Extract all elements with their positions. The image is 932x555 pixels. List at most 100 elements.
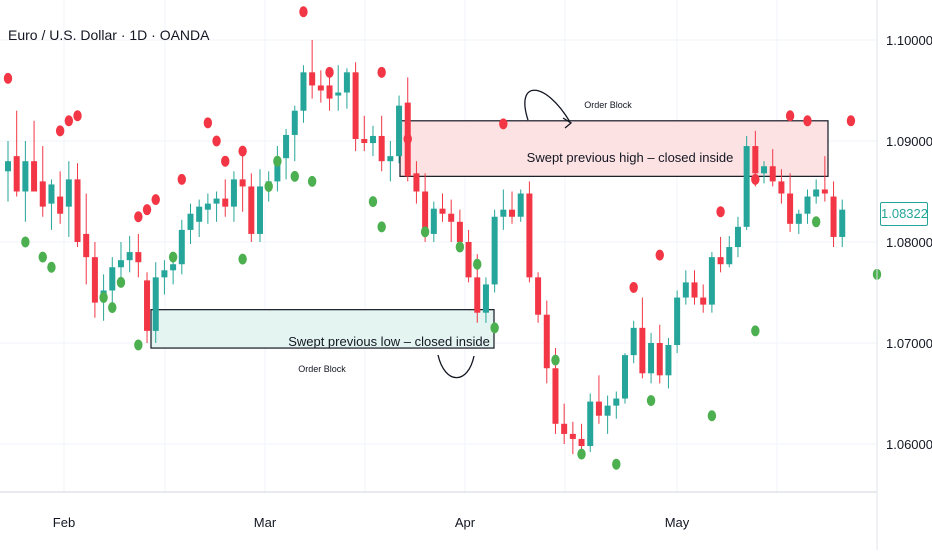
candle <box>343 68 350 109</box>
candle-body <box>674 297 681 346</box>
fractal-low-marker <box>99 292 108 304</box>
candle-body <box>152 277 159 331</box>
candle <box>491 209 498 293</box>
fractal-low-marker <box>21 236 30 248</box>
candle <box>352 62 359 152</box>
candle-body <box>74 179 81 242</box>
candle <box>135 233 142 278</box>
candle-body <box>117 260 124 268</box>
candle <box>230 171 237 222</box>
candle <box>769 149 776 187</box>
candle-body <box>587 401 594 447</box>
candle <box>178 219 185 275</box>
candle <box>839 199 846 248</box>
candle <box>700 284 707 313</box>
candle <box>656 324 663 384</box>
candle-body <box>500 209 507 217</box>
candle-body <box>161 270 168 278</box>
candle-body <box>517 193 524 217</box>
candle <box>335 65 342 111</box>
y-tick-label: 1.09000 <box>886 134 932 149</box>
fractal-high-marker <box>785 110 795 122</box>
candle-body <box>39 181 46 207</box>
candle <box>387 141 394 182</box>
candle <box>369 125 376 157</box>
candle <box>569 421 576 455</box>
candle-body <box>144 280 151 331</box>
candle-body <box>91 257 98 303</box>
candle-body <box>474 277 481 313</box>
candle-body <box>761 166 768 174</box>
candle-body <box>65 179 72 207</box>
fractal-high-marker <box>499 118 508 130</box>
candle <box>300 65 307 123</box>
candle <box>526 181 533 283</box>
fractal-high-marker <box>134 211 143 223</box>
candle <box>213 191 220 222</box>
candle-body <box>613 398 620 406</box>
candle <box>587 393 594 453</box>
candle-body <box>135 252 142 263</box>
fractal-high-marker <box>221 155 230 167</box>
candle <box>595 375 602 424</box>
candle-body <box>48 184 55 204</box>
candle-body <box>300 72 307 111</box>
candle <box>74 163 81 248</box>
fractal-high-marker <box>3 72 13 84</box>
candle-body <box>343 72 350 93</box>
candle-body <box>456 221 463 242</box>
order-block-arrow-top <box>524 89 571 123</box>
candle-body <box>239 179 246 187</box>
candle-body <box>543 314 550 369</box>
candle-body <box>561 423 568 434</box>
fractal-high-marker <box>655 249 664 261</box>
candle-body <box>778 181 785 194</box>
fractal-low-marker <box>646 395 656 407</box>
fractal-markers <box>3 6 882 470</box>
candle <box>726 235 733 268</box>
candle-body <box>708 257 715 305</box>
candle <box>222 179 229 217</box>
fractal-high-marker <box>177 173 186 185</box>
candle <box>561 403 568 444</box>
fractal-low-marker <box>108 302 117 314</box>
fractal-low-marker <box>551 354 560 366</box>
candle <box>396 95 403 164</box>
candle-body <box>691 282 698 298</box>
candle <box>630 320 637 364</box>
fractal-high-marker <box>751 173 760 185</box>
candle <box>361 115 368 152</box>
candle <box>734 216 741 258</box>
candle <box>509 191 516 224</box>
candle-body <box>83 233 90 258</box>
candle <box>439 193 446 222</box>
candle-body <box>726 247 733 265</box>
candle <box>535 272 542 323</box>
candle-body <box>621 355 628 399</box>
candle <box>465 229 472 283</box>
candle-body <box>109 267 116 291</box>
candle-body <box>178 229 185 265</box>
candle-body <box>665 345 672 376</box>
fractal-low-marker <box>290 170 299 182</box>
candle-body <box>526 193 533 278</box>
arrowhead-top <box>562 117 573 129</box>
fractal-high-marker <box>238 145 247 157</box>
x-tick-label: Mar <box>254 515 277 530</box>
fractal-high-marker <box>73 110 82 122</box>
candle-body <box>369 135 376 144</box>
candle-body <box>552 368 559 424</box>
candle-body <box>604 405 611 416</box>
candle-body <box>491 216 498 285</box>
candle <box>5 141 11 202</box>
candle-body <box>274 158 281 182</box>
fractal-low-marker <box>134 339 143 351</box>
fractal-low-marker <box>264 180 273 192</box>
fractal-low-marker <box>47 261 56 273</box>
fractal-high-marker <box>64 115 74 127</box>
candle-body <box>187 213 194 230</box>
candle <box>482 277 489 323</box>
candle <box>248 173 255 242</box>
